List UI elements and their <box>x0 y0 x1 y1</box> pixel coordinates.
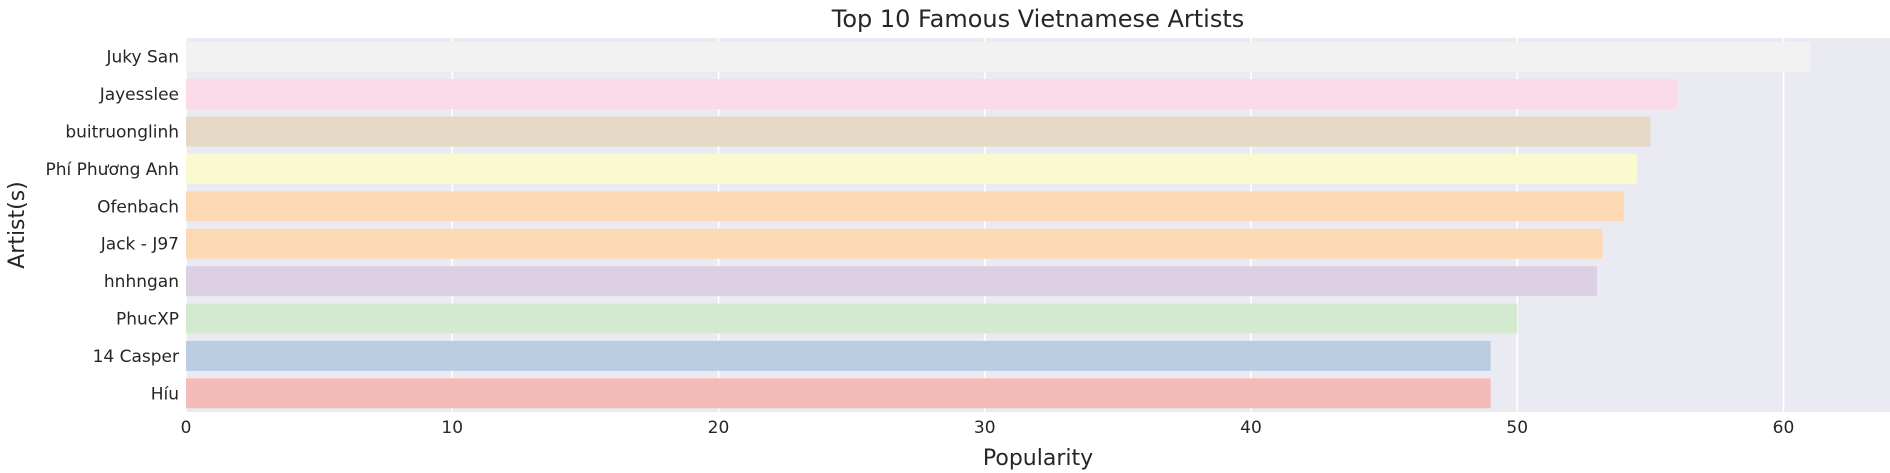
x-tick-label: 30 <box>974 418 996 438</box>
bar <box>186 303 1518 334</box>
y-tick-label: Ofenbach <box>97 197 179 217</box>
y-tick-label: PhucXP <box>116 310 179 330</box>
y-tick-label: Phí Phương Anh <box>45 160 179 180</box>
y-tick-label: 14 Casper <box>93 347 179 367</box>
y-tick-label: hnhngan <box>104 272 179 292</box>
bar <box>186 340 1491 371</box>
y-tick-labels: Juky San Jayesslee buitruonglinh Phí Phương… <box>45 48 179 405</box>
bar <box>186 228 1603 259</box>
chart-title: Top 10 Famous Vietnamese Artists <box>831 5 1245 33</box>
y-tick-label: Juky San <box>106 48 179 68</box>
bar <box>186 266 1598 297</box>
y-tick-label: Jayesslee <box>99 85 179 105</box>
x-tick-label: 0 <box>181 418 192 438</box>
bar <box>186 41 1811 72</box>
bars <box>186 41 1811 409</box>
y-axis-label: Artist(s) <box>5 181 30 269</box>
y-tick-label: Jack - J97 <box>100 235 179 255</box>
y-tick-label: buitruonglinh <box>65 123 179 143</box>
x-tick-labels: 0 10 20 30 40 50 60 <box>181 418 1795 438</box>
y-tick-label: Híu <box>151 384 179 404</box>
x-tick-label: 60 <box>1773 418 1795 438</box>
x-tick-label: 20 <box>708 418 730 438</box>
x-tick-label: 10 <box>441 418 463 438</box>
x-tick-label: 50 <box>1506 418 1528 438</box>
x-axis-label: Popularity <box>983 446 1093 471</box>
bar <box>186 116 1651 147</box>
bar <box>186 378 1491 409</box>
x-tick-label: 40 <box>1240 418 1262 438</box>
bar <box>186 79 1677 110</box>
bar <box>186 153 1638 184</box>
bar <box>186 191 1624 222</box>
